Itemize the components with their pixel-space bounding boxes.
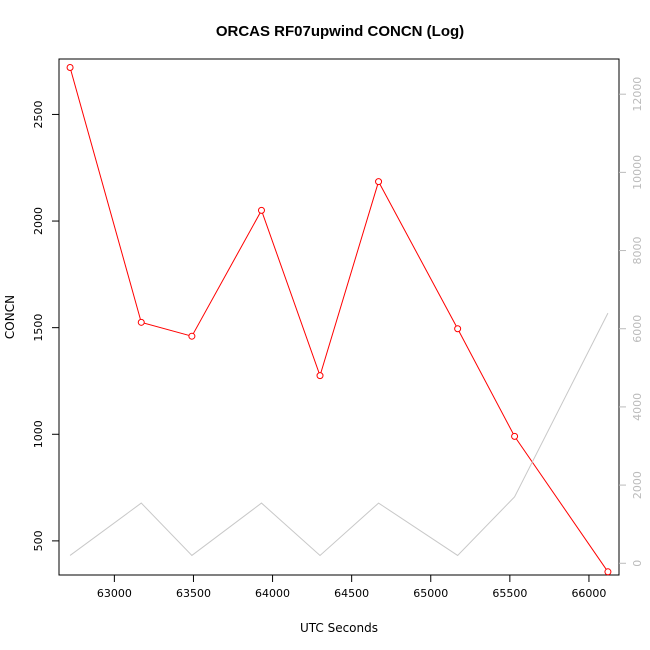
- y-axis-label: CONCN: [3, 295, 17, 339]
- y-tick-label: 1500: [32, 314, 45, 342]
- y2-tick-label: 12000: [631, 77, 644, 112]
- x-tick-label: 65500: [492, 587, 527, 600]
- y-tick-label: 2500: [32, 100, 45, 128]
- x-tick-label: 63000: [97, 587, 132, 600]
- x-tick-label: 64000: [255, 587, 290, 600]
- y-axis-right: 0 2000 4000 6000 8000 10000 12000: [619, 77, 644, 567]
- y-tick-label: 500: [32, 530, 45, 551]
- x-axis: 63000 63500 64000 64500 65000 65500 66000: [97, 575, 606, 600]
- data-point: [454, 325, 462, 333]
- data-point: [137, 318, 145, 326]
- primary-series-line: [69, 67, 609, 573]
- plot-frame: [58, 58, 620, 576]
- y2-tick-label: 4000: [631, 393, 644, 421]
- data-point: [257, 206, 265, 214]
- y2-tick-label: 10000: [631, 155, 644, 190]
- series-layer: [66, 64, 612, 576]
- x-axis-label: UTC Seconds: [300, 621, 378, 635]
- x-tick-label: 66000: [571, 587, 606, 600]
- data-point: [511, 432, 519, 440]
- data-point: [316, 372, 324, 380]
- y2-tick-label: 2000: [631, 471, 644, 499]
- y2-tick-label: 8000: [631, 237, 644, 265]
- y2-tick-label: 6000: [631, 315, 644, 343]
- y2-tick-label: 0: [631, 560, 644, 567]
- chart-title: ORCAS RF07upwind CONCN (Log): [216, 23, 464, 40]
- x-tick-label: 63500: [176, 587, 211, 600]
- y-axis-left: 500 1000 1500 2000 2500: [32, 100, 59, 551]
- y-tick-label: 2000: [32, 207, 45, 235]
- secondary-series-line: [69, 312, 609, 557]
- x-tick-label: 64500: [334, 587, 369, 600]
- data-point: [604, 568, 612, 576]
- data-point: [66, 64, 74, 72]
- x-tick-label: 65000: [413, 587, 448, 600]
- data-point: [375, 178, 383, 186]
- y-tick-label: 1000: [32, 420, 45, 448]
- data-point: [188, 332, 196, 340]
